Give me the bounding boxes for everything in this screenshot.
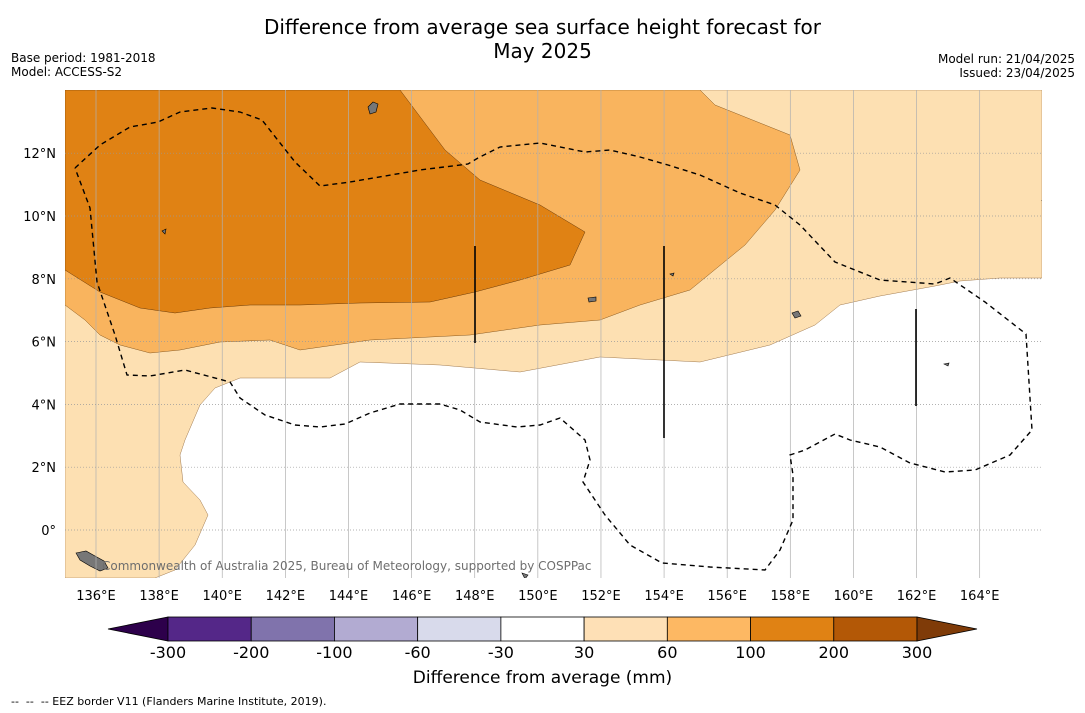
longitude-ticks: 136°E 138°E 140°E 142°E 144°E 146°E 148°E 150°E… [76, 589, 999, 604]
latitude-tick-label: 4°N [32, 398, 57, 413]
meta-right: Model run: 21/04/2025 Issued: 23/04/2025 [938, 52, 1075, 80]
colorbar-label: Difference from average (mm) [412, 668, 673, 688]
colorbar-tick-label: -100 [316, 643, 352, 662]
longitude-tick-label: 156°E [707, 589, 747, 604]
issued-date: Issued: 23/04/2025 [959, 66, 1075, 80]
longitude-tick-label: 146°E [392, 589, 432, 604]
island-shape [669, 272, 675, 277]
land-masses [75, 101, 950, 578]
colorbar-tick-label: 100 [735, 643, 766, 662]
longitude-tick-label: 162°E [897, 589, 937, 604]
island-shape [791, 310, 802, 319]
colorbar-tick-label: 30 [574, 643, 594, 662]
longitude-tick-label: 140°E [202, 589, 242, 604]
anomaly-region-100-200 [65, 90, 586, 314]
colorbar-segment [334, 616, 419, 642]
latitude-tick-label: 12°N [23, 147, 56, 162]
colorbar-segment [250, 616, 335, 642]
longitude-tick-label: 164°E [960, 589, 1000, 604]
colorbar-tick-label: 200 [819, 643, 850, 662]
colorbar-tick-label: -30 [488, 643, 514, 662]
longitude-tick-label: 148°E [455, 589, 495, 604]
longitude-tick-label: 144°E [329, 589, 369, 604]
colorbar-segment [167, 616, 252, 642]
latitude-tick-label: 0° [41, 524, 56, 539]
colorbar-segment [500, 616, 585, 642]
eez-border-line [74, 107, 1033, 571]
colorbar-segment [833, 616, 918, 642]
map-area: Commonwealth of Australia 2025, Bureau o… [65, 90, 1042, 578]
longitude-tick-label: 136°E [76, 589, 116, 604]
title-line-2: May 2025 [493, 39, 592, 63]
longitude-tick-label: 160°E [834, 589, 874, 604]
eez-border-line [1041, 200, 1042, 202]
island-shape [161, 228, 167, 235]
island-shape [943, 362, 950, 367]
colorbar-tick-label: -300 [150, 643, 186, 662]
latitude-tick-label: 8°N [32, 273, 57, 288]
meta-left: Base period: 1981-2018 Model: ACCESS-S2 [11, 51, 156, 79]
reference-segments [474, 246, 917, 438]
longitude-tick-label: 150°E [518, 589, 558, 604]
map-title: Difference from average sea surface heig… [0, 15, 1085, 63]
map-grid [65, 90, 1042, 578]
island-shape [367, 101, 379, 115]
latitude-tick-label: 10°N [23, 210, 56, 225]
island-shape [521, 572, 529, 578]
colorbar-segment [417, 616, 502, 642]
eez-borders [74, 107, 1042, 571]
model-run: Model run: 21/04/2025 [937, 52, 1075, 66]
colorbar: -300 -200 -100 -60 -30 30 60 100 200 300 [107, 616, 978, 662]
colorbar-high-extension [916, 616, 978, 642]
base-period: Base period: 1981-2018 [11, 51, 156, 65]
longitude-tick-label: 154°E [644, 589, 684, 604]
longitude-tick-label: 152°E [581, 589, 621, 604]
colorbar-tick-label: -60 [405, 643, 431, 662]
colorbar-segment [666, 616, 751, 642]
colorbar-segment [750, 616, 835, 642]
title-line-1: Difference from average sea surface heig… [263, 15, 822, 39]
longitude-tick-label: 158°E [771, 589, 811, 604]
longitude-tick-label: 138°E [139, 589, 179, 604]
colorbar-tick-label: 300 [902, 643, 933, 662]
colorbar-tick-label: -200 [233, 643, 269, 662]
colorbar-tick-label: 60 [657, 643, 677, 662]
colorbar-low-extension [107, 616, 169, 642]
island-shape [75, 550, 109, 572]
copyright-watermark: Commonwealth of Australia 2025, Bureau o… [102, 559, 592, 573]
latitude-ticks: 0° 2°N 4°N 6°N 8°N 10°N 12°N [23, 147, 56, 539]
model-name: Model: ACCESS-S2 [11, 65, 123, 79]
latitude-tick-label: 6°N [32, 336, 57, 351]
longitude-tick-label: 142°E [266, 589, 306, 604]
colorbar-segment [583, 616, 668, 642]
island-shape [587, 296, 597, 303]
eez-footnote: -- -- -- EEZ border V11 (Flanders Marine… [11, 695, 327, 708]
latitude-tick-label: 2°N [32, 461, 57, 476]
